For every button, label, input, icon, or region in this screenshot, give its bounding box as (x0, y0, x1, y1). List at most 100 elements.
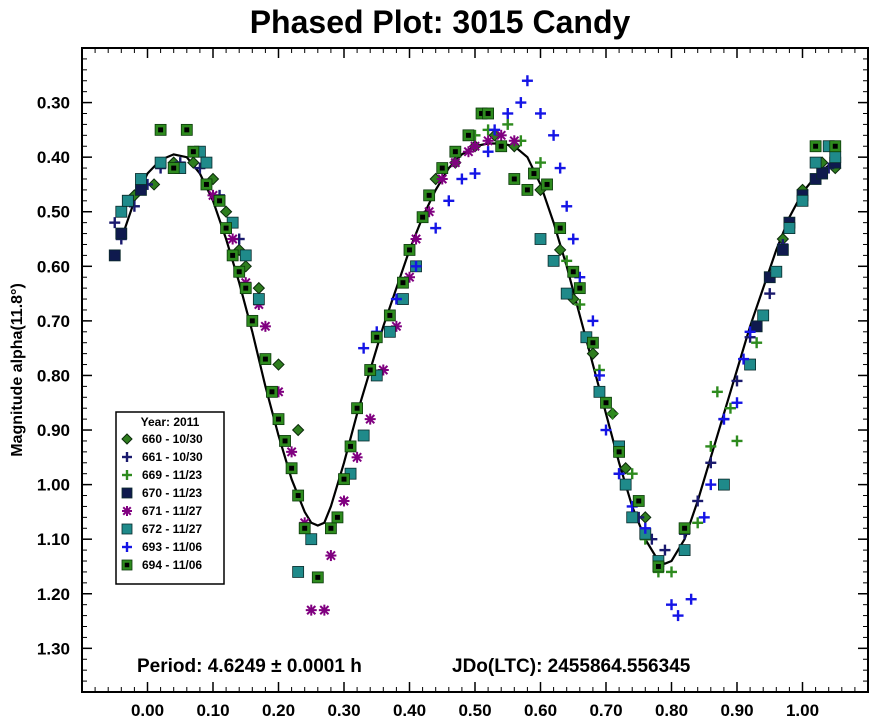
y-tick-label: 0.70 (37, 312, 70, 331)
data-point (718, 478, 730, 491)
data-point (292, 566, 305, 578)
data-point (600, 396, 612, 409)
data-point (213, 194, 226, 207)
data-point (220, 222, 233, 235)
data-point (364, 413, 376, 425)
legend-title: Year: 2011 (141, 415, 200, 429)
data-point (108, 249, 121, 262)
data-point (508, 135, 520, 147)
data-point (227, 233, 239, 245)
data-point (357, 429, 370, 442)
legend-entry-label: 670 - 11/23 (142, 486, 202, 500)
data-point (528, 167, 540, 180)
data-point (272, 413, 285, 426)
legend-marker (121, 433, 133, 445)
data-point (553, 243, 567, 257)
data-point (489, 124, 501, 136)
x-tick-label: 0.30 (327, 701, 360, 720)
data-point (495, 129, 507, 141)
legend-box (115, 411, 225, 585)
data-point (291, 423, 305, 437)
data-point (652, 560, 665, 573)
data-point (515, 97, 527, 109)
data-point (692, 495, 704, 507)
legend-marker (122, 470, 132, 480)
data-point (272, 358, 285, 371)
data-point (574, 299, 586, 311)
data-point (705, 457, 717, 469)
data-point (115, 227, 128, 240)
data-point (613, 468, 625, 480)
data-point (252, 293, 265, 305)
data-point (521, 183, 534, 196)
series-671 (207, 129, 520, 616)
legend-marker (121, 559, 133, 571)
data-point (259, 320, 271, 332)
data-point (292, 489, 305, 502)
data-point (305, 533, 318, 546)
data-point (750, 320, 763, 333)
y-tick-label: 0.30 (37, 94, 70, 113)
y-tick-label: 0.60 (37, 257, 70, 276)
data-point (678, 544, 691, 557)
x-tick-label: 0.70 (589, 701, 622, 720)
legend-entry-label: 669 - 11/23 (142, 468, 202, 482)
data-point (659, 544, 671, 556)
legend-entry-label: 661 - 10/30 (142, 450, 203, 464)
data-point (410, 260, 422, 272)
data-point (469, 168, 481, 180)
y-axis: 0.30 0.40 0.50 0.60 0.70 0.80 0.90 1.00 1.10 1.20… (37, 58, 868, 693)
legend-entry-label: 694 - 11/06 (142, 558, 202, 572)
data-point (469, 140, 481, 152)
data-point (502, 118, 514, 130)
data-point (692, 517, 704, 529)
epoch-annotation: JDo(LTC): 2455864.556345 (452, 656, 691, 677)
data-point (325, 550, 337, 562)
series-660 (128, 129, 842, 524)
data-point (626, 511, 639, 524)
period-annotation: Period: 4.6249 ± 0.0001 h (137, 656, 362, 677)
data-point (751, 337, 763, 349)
data-point (449, 145, 462, 158)
data-point (554, 162, 566, 174)
data-point (587, 336, 599, 349)
data-point (593, 369, 605, 381)
fit-curve (120, 142, 836, 565)
data-point (259, 353, 272, 365)
data-point (423, 189, 436, 202)
data-point (180, 123, 193, 136)
data-point (560, 287, 573, 300)
y-tick-label: 0.90 (37, 421, 70, 440)
x-tick-label: 0.50 (458, 701, 491, 720)
data-point (436, 173, 448, 185)
data-point (135, 173, 147, 185)
data-point (535, 107, 546, 119)
data-point (233, 265, 246, 278)
fit-curve-layer (120, 142, 836, 565)
data-point (619, 462, 632, 475)
data-point (285, 462, 298, 475)
legend-marker (121, 487, 133, 499)
data-point (436, 162, 449, 174)
data-point (344, 440, 357, 453)
data-point (567, 233, 579, 245)
data-point (482, 146, 494, 158)
data-point (757, 309, 770, 322)
legend: Year: 2011 660 - 10/30 661 - 10/30 669 - 1… (115, 411, 225, 585)
data-point (672, 610, 684, 622)
legend-entry-label: 660 - 10/30 (142, 432, 203, 446)
legend-marker (122, 506, 132, 516)
data-point (279, 435, 291, 447)
data-point (632, 495, 645, 507)
legend-entry-label: 693 - 11/06 (142, 540, 202, 554)
data-point (390, 293, 402, 305)
x-tick-label: 0.10 (196, 701, 229, 720)
data-point (154, 123, 167, 136)
data-point (252, 281, 266, 295)
data-point (462, 129, 475, 142)
data-point (410, 233, 422, 245)
data-point (554, 222, 567, 235)
x-tick-label: 0.40 (393, 701, 426, 720)
data-point (147, 178, 161, 191)
data-point (311, 571, 324, 584)
